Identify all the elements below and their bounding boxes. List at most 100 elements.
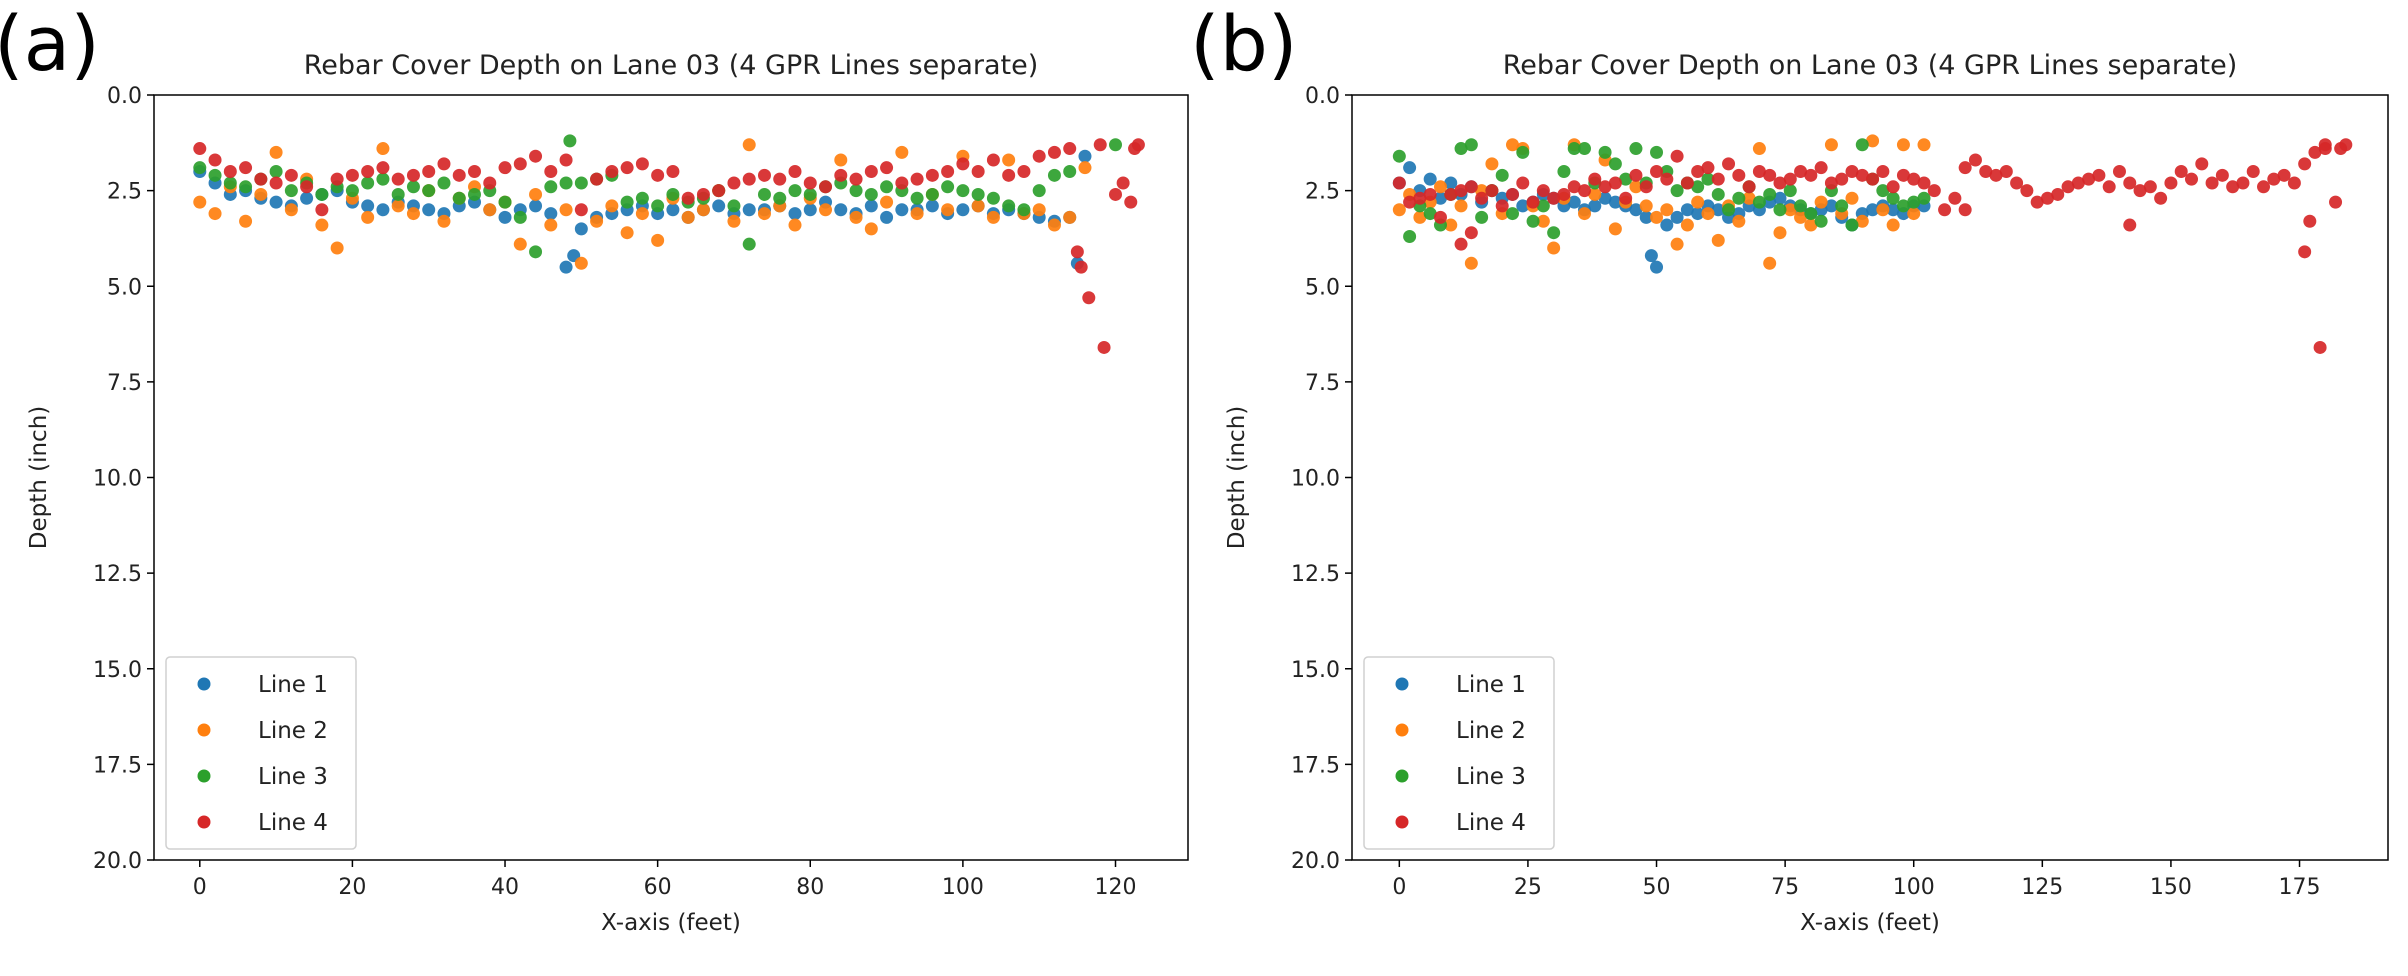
data-point [2143, 180, 2157, 194]
data-point [1547, 241, 1561, 255]
data-point [330, 172, 344, 186]
data-point [1691, 165, 1705, 178]
data-point [1505, 207, 1519, 221]
data-point [620, 226, 634, 240]
data-point [925, 187, 939, 201]
data-point [529, 187, 543, 201]
y-axis-label: Depth (inch) [26, 406, 52, 550]
data-point [529, 149, 543, 163]
data-point [925, 168, 939, 182]
legend-marker [197, 769, 211, 783]
data-point [2123, 218, 2137, 232]
data-point [1958, 203, 1972, 217]
data-point [1650, 260, 1664, 274]
data-point [1917, 176, 1931, 190]
panel-label: (a) [0, 0, 100, 88]
data-point [1794, 199, 1808, 213]
data-point [1070, 245, 1084, 259]
data-point [391, 172, 405, 186]
data-point [651, 199, 665, 213]
data-point [513, 210, 527, 224]
data-point [1680, 218, 1694, 232]
legend-label: Line 4 [258, 810, 328, 836]
y-axis-label: Depth (inch) [1224, 406, 1250, 550]
data-point [1567, 180, 1581, 194]
data-point [834, 153, 848, 167]
data-point [971, 187, 985, 201]
data-point [1074, 260, 1088, 274]
data-point [1650, 145, 1664, 159]
data-point [559, 153, 573, 167]
data-point [971, 165, 985, 178]
y-tick-label: 5.0 [1305, 275, 1340, 300]
data-point [1752, 142, 1766, 156]
data-point [1691, 195, 1705, 209]
data-point [574, 203, 588, 217]
data-point [1093, 138, 1107, 152]
data-point [315, 187, 329, 201]
data-point [696, 187, 710, 201]
data-point [406, 207, 420, 221]
data-point [1824, 176, 1838, 190]
data-point [1423, 207, 1437, 221]
data-point [2303, 214, 2317, 228]
legend-marker [197, 677, 211, 691]
x-tick-label: 25 [1514, 875, 1542, 900]
data-point [1588, 187, 1602, 201]
data-point [1423, 187, 1437, 201]
data-point [1131, 138, 1145, 152]
data-point [1516, 199, 1530, 213]
data-point [239, 161, 253, 175]
data-point [1670, 184, 1684, 198]
data-point [1639, 199, 1653, 213]
data-point [1670, 237, 1684, 251]
data-point [1907, 207, 1921, 221]
data-point [1701, 207, 1715, 221]
data-point [483, 203, 497, 217]
data-point [1886, 191, 1900, 205]
data-point [1824, 199, 1838, 213]
data-point [1526, 214, 1540, 228]
data-point [1804, 168, 1818, 182]
data-point [1896, 138, 1910, 152]
data-point [1598, 180, 1612, 194]
data-point [620, 195, 634, 209]
data-point [880, 161, 894, 175]
data-point [193, 195, 207, 209]
data-point [1722, 203, 1736, 217]
data-point [941, 203, 955, 217]
data-point [498, 195, 512, 209]
data-point [895, 176, 909, 190]
data-point [1732, 214, 1746, 228]
data-point [2215, 168, 2229, 182]
data-point [1907, 195, 1921, 209]
y-tick-label: 20.0 [93, 849, 142, 874]
legend-label: Line 1 [1456, 672, 1526, 698]
data-point [544, 218, 558, 232]
data-point [1701, 161, 1715, 175]
data-point [1886, 180, 1900, 194]
data-point [956, 203, 970, 217]
data-point [529, 199, 543, 213]
data-point [574, 256, 588, 270]
data-point [254, 172, 268, 186]
data-point [2010, 176, 2024, 190]
data-point [1722, 157, 1736, 171]
series-line-2 [193, 138, 1092, 270]
data-point [788, 207, 802, 221]
data-point [590, 172, 604, 186]
x-tick-label: 0 [1392, 875, 1406, 900]
data-point [727, 176, 741, 190]
data-point [1619, 172, 1633, 186]
data-point [803, 187, 817, 201]
data-point [376, 203, 390, 217]
data-point [1845, 165, 1859, 178]
data-point [284, 203, 298, 217]
data-point [1598, 191, 1612, 205]
chart-panel-b: (b) Rebar Cover Depth on Lane 03 (4 GPR L… [1190, 0, 2389, 936]
data-point [1680, 203, 1694, 217]
data-point [223, 165, 237, 178]
data-point [1886, 203, 1900, 217]
data-point [1711, 233, 1725, 247]
